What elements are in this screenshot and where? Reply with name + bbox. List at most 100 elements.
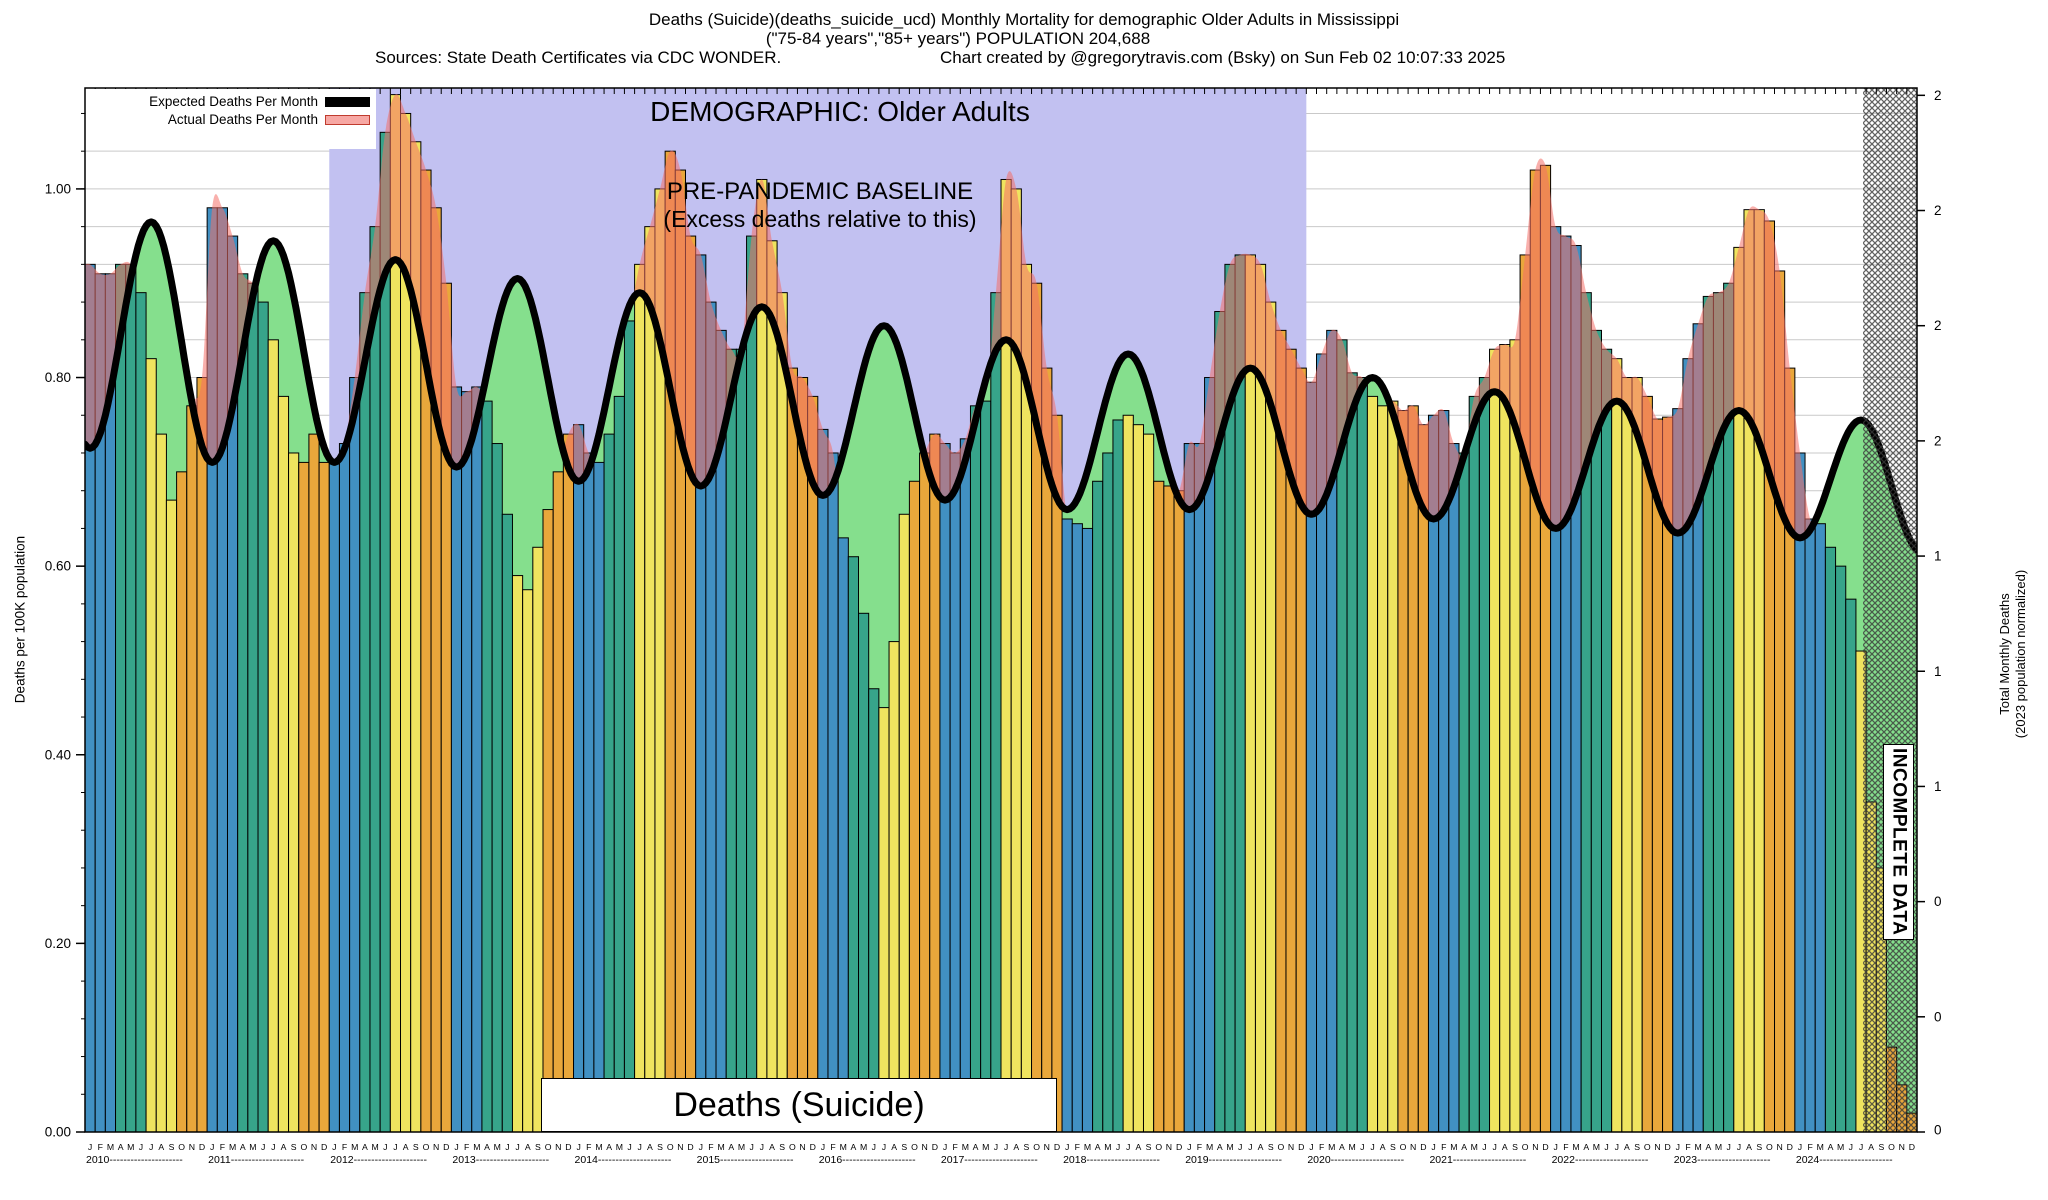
svg-text:M: M — [1471, 1142, 1478, 1152]
svg-text:2022---------------------: 2022--------------------- — [1552, 1154, 1649, 1166]
svg-text:D: D — [321, 1142, 327, 1152]
svg-text:J: J — [88, 1142, 92, 1152]
svg-text:1: 1 — [1934, 664, 1942, 679]
svg-text:O: O — [1400, 1142, 1407, 1152]
svg-text:J: J — [1360, 1142, 1364, 1152]
svg-text:F: F — [830, 1142, 835, 1152]
svg-text:A: A — [973, 1142, 979, 1152]
svg-text:A: A — [1136, 1142, 1142, 1152]
right-axis-title: Total Monthly Deaths (2023 population no… — [1997, 489, 2029, 819]
svg-text:M: M — [127, 1142, 134, 1152]
svg-text:A: A — [851, 1142, 857, 1152]
svg-text:J: J — [515, 1142, 519, 1152]
svg-text:M: M — [107, 1142, 114, 1152]
svg-text:M: M — [717, 1142, 724, 1152]
svg-text:M: M — [840, 1142, 847, 1152]
svg-text:M: M — [1104, 1142, 1111, 1152]
svg-text:M: M — [1715, 1142, 1722, 1152]
svg-text:A: A — [118, 1142, 124, 1152]
svg-text:N: N — [1166, 1142, 1172, 1152]
svg-text:M: M — [249, 1142, 256, 1152]
svg-text:F: F — [1441, 1142, 1446, 1152]
svg-text:2011---------------------: 2011--------------------- — [208, 1154, 305, 1166]
svg-text:A: A — [1705, 1142, 1711, 1152]
svg-text:2015---------------------: 2015--------------------- — [697, 1154, 794, 1166]
svg-text:O: O — [1888, 1142, 1895, 1152]
svg-text:N: N — [1654, 1142, 1660, 1152]
svg-text:A: A — [362, 1142, 368, 1152]
svg-text:S: S — [1268, 1142, 1274, 1152]
legend-row-actual: Actual Deaths Per Month — [86, 111, 376, 128]
svg-text:1: 1 — [1934, 779, 1942, 794]
svg-text:J: J — [1554, 1142, 1558, 1152]
svg-text:N: N — [1288, 1142, 1294, 1152]
svg-text:A: A — [1461, 1142, 1467, 1152]
svg-text:S: S — [657, 1142, 663, 1152]
svg-text:O: O — [1644, 1142, 1651, 1152]
svg-text:J: J — [393, 1142, 397, 1152]
svg-text:J: J — [271, 1142, 275, 1152]
svg-text:0.00: 0.00 — [45, 1125, 71, 1140]
legend-actual-label: Actual Deaths Per Month — [167, 112, 318, 127]
baseline-annotation: PRE-PANDEMIC BASELINE (Excess deaths rel… — [590, 178, 1050, 233]
svg-text:M: M — [1837, 1142, 1844, 1152]
svg-text:S: S — [1024, 1142, 1030, 1152]
svg-text:M: M — [473, 1142, 480, 1152]
svg-text:F: F — [1807, 1142, 1812, 1152]
cause-of-death-label: Deaths (Suicide) — [541, 1078, 1057, 1132]
svg-text:J: J — [1004, 1142, 1008, 1152]
svg-text:J: J — [1187, 1142, 1191, 1152]
svg-text:F: F — [1319, 1142, 1324, 1152]
svg-text:O: O — [545, 1142, 552, 1152]
svg-text:2019---------------------: 2019--------------------- — [1185, 1154, 1282, 1166]
svg-text:J: J — [1431, 1142, 1435, 1152]
svg-text:J: J — [1370, 1142, 1374, 1152]
svg-text:F: F — [1685, 1142, 1690, 1152]
svg-text:J: J — [821, 1142, 825, 1152]
svg-text:N: N — [1044, 1142, 1050, 1152]
svg-text:A: A — [1380, 1142, 1386, 1152]
svg-text:O: O — [1278, 1142, 1285, 1152]
svg-text:A: A — [403, 1142, 409, 1152]
svg-text:O: O — [178, 1142, 185, 1152]
svg-text:N: N — [1899, 1142, 1905, 1152]
svg-text:M: M — [738, 1142, 745, 1152]
svg-text:M: M — [494, 1142, 501, 1152]
svg-text:J: J — [749, 1142, 753, 1152]
year-labels: 2010--------------------- 2011-----------… — [86, 1154, 1893, 1166]
svg-text:J: J — [1859, 1142, 1863, 1152]
svg-text:J: J — [1849, 1142, 1853, 1152]
plot-area — [85, 88, 1917, 1132]
svg-text:F: F — [1197, 1142, 1202, 1152]
svg-text:A: A — [484, 1142, 490, 1152]
svg-text:D: D — [687, 1142, 693, 1152]
svg-text:J: J — [1798, 1142, 1802, 1152]
legend-expected-label: Expected Deaths Per Month — [149, 94, 318, 109]
svg-text:2024---------------------: 2024--------------------- — [1796, 1154, 1893, 1166]
svg-text:A: A — [728, 1142, 734, 1152]
svg-text:S: S — [1878, 1142, 1884, 1152]
svg-text:J: J — [760, 1142, 764, 1152]
demographic-annotation: DEMOGRAPHIC: Older Adults — [650, 96, 1030, 127]
svg-text:S: S — [1146, 1142, 1152, 1152]
svg-text:F: F — [1563, 1142, 1568, 1152]
svg-text:M: M — [371, 1142, 378, 1152]
svg-text:A: A — [1258, 1142, 1264, 1152]
svg-text:A: A — [1217, 1142, 1223, 1152]
svg-text:J: J — [1126, 1142, 1130, 1152]
svg-text:A: A — [606, 1142, 612, 1152]
actual-area-swatch — [325, 114, 370, 125]
legend-row-expected: Expected Deaths Per Month — [86, 93, 376, 110]
svg-text:M: M — [1084, 1142, 1091, 1152]
svg-text:M: M — [1572, 1142, 1579, 1152]
svg-text:M: M — [1328, 1142, 1335, 1152]
svg-text:A: A — [769, 1142, 775, 1152]
svg-text:D: D — [1909, 1142, 1915, 1152]
svg-text:J: J — [1116, 1142, 1120, 1152]
svg-text:J: J — [1604, 1142, 1608, 1152]
svg-text:M: M — [1695, 1142, 1702, 1152]
svg-text:F: F — [586, 1142, 591, 1152]
legend: Expected Deaths Per Month Actual Deaths … — [86, 89, 376, 149]
svg-text:M: M — [1450, 1142, 1457, 1152]
